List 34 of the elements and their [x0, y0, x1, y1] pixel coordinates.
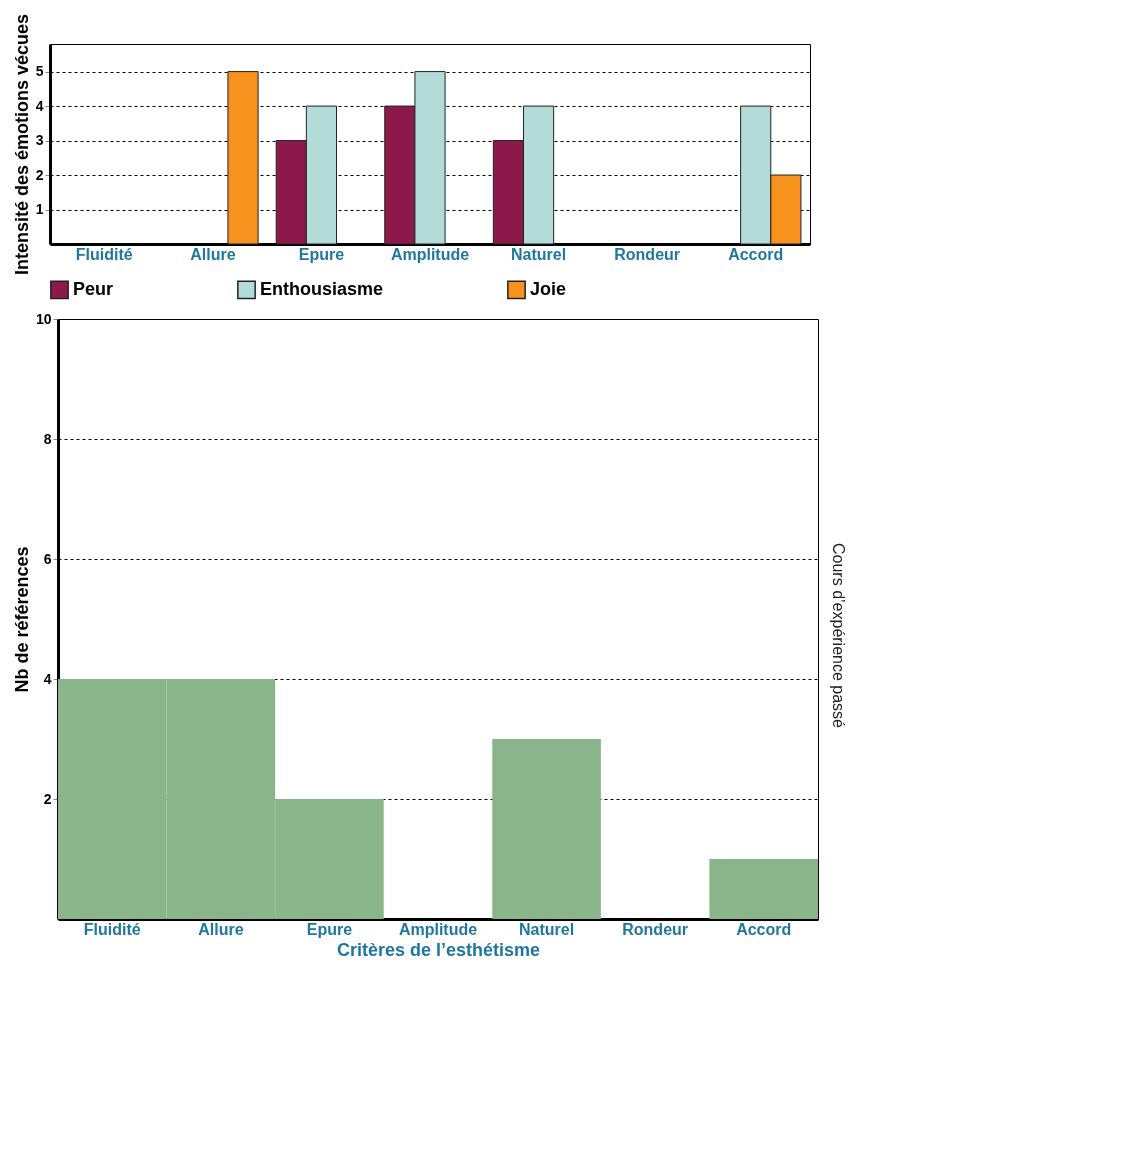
y-tick-label: 3 — [35, 132, 44, 149]
x-tick-label: Epure — [298, 245, 345, 263]
x-tick-label: Accord — [728, 245, 784, 263]
y-tick-label: 1 — [35, 201, 44, 218]
x-tick-label: Rondeur — [614, 245, 681, 263]
x-tick-label: Fluidité — [83, 920, 141, 938]
y-tick-label: 5 — [35, 63, 44, 80]
legend-label: Peur — [73, 278, 114, 299]
x-tick-label: Amplitude — [390, 245, 470, 263]
bar — [492, 739, 601, 919]
text: Cours d’expérience passé — [829, 543, 847, 728]
bar — [227, 71, 259, 245]
y-axis-title: Nb de références — [11, 546, 32, 693]
y-tick-label: 2 — [35, 166, 44, 183]
y-tick-label: 8 — [43, 430, 52, 447]
x-tick-label: Allure — [198, 920, 244, 938]
x-tick-label: Naturel — [519, 920, 575, 938]
x-tick-label: Fluidité — [75, 245, 133, 263]
x-tick-label: Amplitude — [398, 920, 478, 938]
x-tick-label: Allure — [190, 245, 236, 263]
y-tick-label: 4 — [43, 670, 52, 687]
legend-label: Enthousiasme — [260, 278, 384, 299]
y-tick-label: 4 — [35, 97, 44, 114]
x-tick-label: Naturel — [511, 245, 567, 263]
y-tick-label: 2 — [43, 790, 52, 807]
bar — [709, 859, 818, 919]
x-tick-label: Accord — [736, 920, 792, 938]
y-tick-label: 10 — [35, 310, 52, 327]
y-tick-label: 6 — [43, 550, 52, 567]
x-tick-label: Rondeur — [622, 920, 689, 938]
y-axis-title: Intensité des émotions vécues — [11, 13, 32, 276]
x-tick-label: Epure — [306, 920, 353, 938]
legend-label: Joie — [530, 278, 567, 299]
x-axis-title: Critères de l’esthétisme — [336, 939, 541, 960]
